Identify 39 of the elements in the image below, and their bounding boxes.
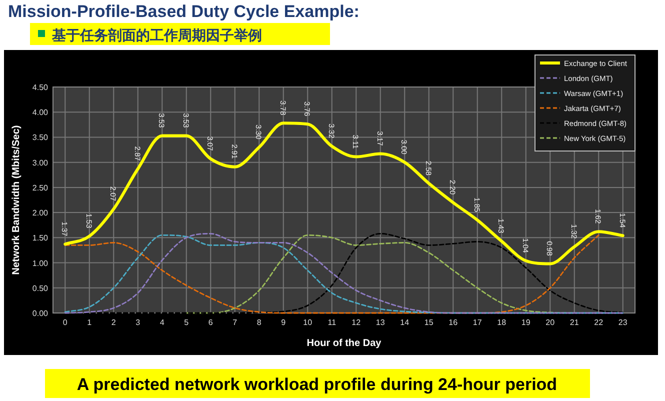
x-tick-label: 12 <box>352 318 362 327</box>
y-tick-label: 2.00 <box>32 208 49 218</box>
x-tick-label: 1 <box>87 318 92 327</box>
x-tick-label: 11 <box>328 318 337 327</box>
x-tick-label: 5 <box>184 318 190 327</box>
x-tick-label: 3 <box>136 318 141 327</box>
y-tick-label: 0.00 <box>32 309 49 318</box>
y-tick-label: 0.50 <box>32 284 49 293</box>
text: A predicted network workload profile during 24-hour period <box>76 375 558 394</box>
x-tick-label: 17 <box>472 318 482 327</box>
x-tick-label: 20 <box>546 318 556 327</box>
x-tick-label: 15 <box>424 318 434 327</box>
y-axis-title: Network Bandwidth (Mbits/Sec) <box>11 125 22 275</box>
y-tick-label: 1.50 <box>32 234 49 243</box>
x-tick-label: 19 <box>521 318 531 327</box>
y-tick-label: 4.00 <box>32 108 49 118</box>
x-tick-label: 23 <box>618 318 628 327</box>
y-tick-label: 3.50 <box>32 133 49 142</box>
y-tick-label: 4.50 <box>32 83 49 92</box>
x-tick-label: 22 <box>594 318 604 327</box>
y-tick-label: 3.00 <box>32 158 49 168</box>
x-axis-title: Hour of the Day <box>306 338 382 349</box>
x-tick-label: 7 <box>232 318 238 327</box>
x-tick-label: 14 <box>400 318 410 327</box>
x-tick-label: 0 <box>62 318 68 327</box>
x-tick-label: 9 <box>281 318 286 327</box>
y-tick-label: 1.00 <box>32 258 49 268</box>
x-tick-label: 18 <box>497 318 507 327</box>
x-tick-label: 8 <box>256 318 262 327</box>
x-tick-label: 6 <box>208 318 214 327</box>
y-tick-label: 2.50 <box>32 183 49 192</box>
x-tick-label: 2 <box>111 318 116 327</box>
chart-subtitle: 基于任务剖面的工作周期因子举例 <box>51 27 262 43</box>
x-tick-label: 16 <box>448 318 458 327</box>
x-tick-label: 21 <box>570 318 580 327</box>
x-tick-label: 10 <box>303 318 313 327</box>
x-tick-label: 13 <box>376 318 386 327</box>
chart-title: Mission-Profile-Based Duty Cycle Example: <box>8 2 360 21</box>
x-tick-label: 4 <box>160 318 165 327</box>
